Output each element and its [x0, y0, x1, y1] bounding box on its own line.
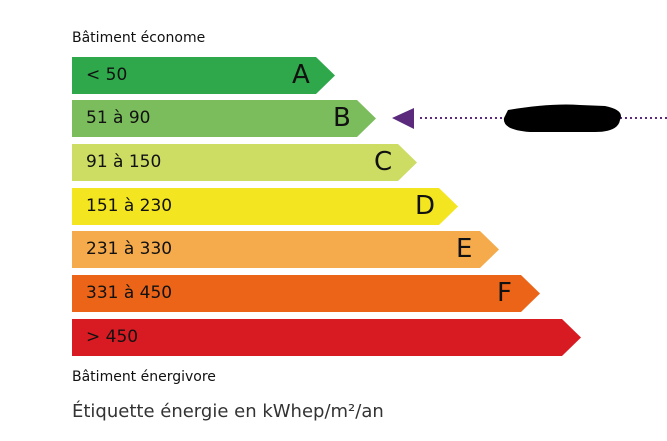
class-letter: F [497, 278, 512, 308]
range-label: 51 à 90 [86, 108, 151, 128]
energy-class-c: 91 à 150 C [72, 144, 417, 181]
class-letter: D [415, 191, 436, 221]
range-label: < 50 [86, 65, 128, 85]
range-label: 91 à 150 [86, 152, 162, 172]
caption: Étiquette énergie en kWhep/m²/an [72, 401, 384, 422]
range-label: 231 à 330 [86, 239, 173, 259]
bar-shape [72, 319, 581, 356]
class-letter: E [456, 234, 473, 264]
class-indicator [392, 104, 667, 132]
class-letter: A [292, 60, 310, 90]
energy-class-d: 151 à 230 D [72, 188, 458, 225]
bar-shape [72, 100, 376, 137]
bar-shape [72, 275, 540, 312]
class-letter: C [374, 147, 393, 177]
range-label: 331 à 450 [86, 283, 173, 303]
bar-shape [72, 144, 417, 181]
bar-shape [72, 188, 458, 225]
bar-shape [72, 231, 499, 268]
energy-class-e: 231 à 330 E [72, 231, 499, 268]
range-label: > 450 [86, 327, 139, 347]
redaction-mark [503, 104, 621, 132]
energy-class-g: > 450 [72, 319, 581, 356]
energy-class-a: < 50 A [72, 57, 335, 94]
bar-shape [72, 57, 335, 94]
range-label: 151 à 230 [86, 196, 173, 216]
top-label: Bâtiment économe [72, 30, 206, 46]
energy-class-f: 331 à 450 F [72, 275, 540, 312]
indicator-arrow-icon [392, 108, 414, 129]
energy-class-b: 51 à 90 B [72, 100, 376, 137]
bottom-label: Bâtiment énergivore [72, 369, 216, 385]
class-letter: B [333, 103, 351, 133]
